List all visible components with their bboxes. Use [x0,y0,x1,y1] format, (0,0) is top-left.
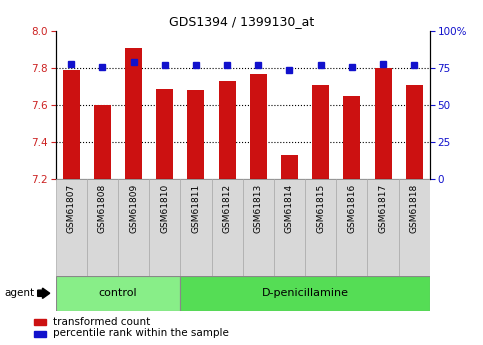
Bar [180,276,430,310]
Bar [281,155,298,179]
Bar [274,179,305,276]
Text: GSM61809: GSM61809 [129,184,138,234]
Bar [56,179,87,276]
Bar [63,70,80,179]
Bar [374,68,392,179]
Text: GSM61811: GSM61811 [191,184,200,234]
Text: GSM61817: GSM61817 [379,184,387,234]
Bar [94,105,111,179]
Text: transformed count: transformed count [53,317,150,327]
Bar [218,81,236,179]
Bar [56,276,180,310]
Text: percentile rank within the sample: percentile rank within the sample [53,328,229,338]
Text: control: control [99,288,137,298]
Bar [87,179,118,276]
Bar [180,179,212,276]
Text: GDS1394 / 1399130_at: GDS1394 / 1399130_at [169,16,314,29]
Text: GSM61807: GSM61807 [67,184,76,234]
Bar [187,90,204,179]
Bar [250,74,267,179]
Bar [312,85,329,179]
Bar [398,179,430,276]
Bar [406,85,423,179]
Text: D-penicillamine: D-penicillamine [262,288,349,298]
Bar [336,179,368,276]
Text: GSM61808: GSM61808 [98,184,107,234]
Bar [149,179,180,276]
Bar [368,179,398,276]
Bar [343,96,360,179]
Text: GSM61815: GSM61815 [316,184,325,234]
Text: GSM61816: GSM61816 [347,184,356,234]
Text: GSM61814: GSM61814 [285,184,294,233]
Bar [242,179,274,276]
Bar [156,89,173,179]
Text: GSM61812: GSM61812 [223,184,232,233]
Bar [125,48,142,179]
Text: GSM61813: GSM61813 [254,184,263,234]
Text: GSM61818: GSM61818 [410,184,419,234]
Bar [305,179,336,276]
Text: GSM61810: GSM61810 [160,184,169,234]
Bar [212,179,242,276]
Bar [118,179,149,276]
Text: agent: agent [5,288,35,298]
